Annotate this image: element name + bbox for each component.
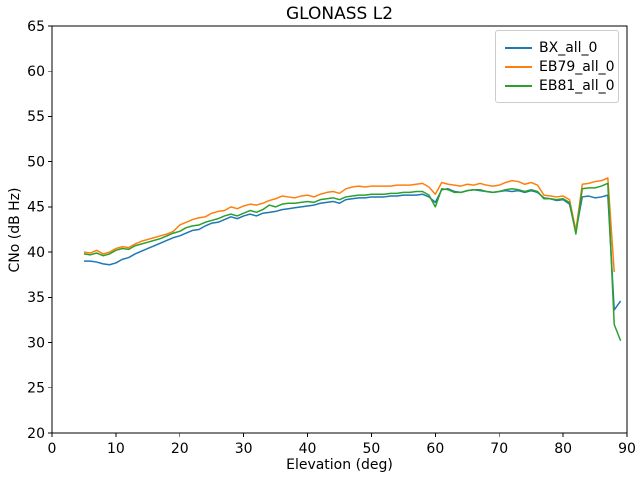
legend-line-swatch-icon [505,65,532,68]
x-tick-label: 0 [48,441,57,457]
y-tick-label: 55 [27,109,45,125]
x-tick-label: 30 [235,441,253,457]
legend-line-swatch-icon [505,84,532,87]
legend-item: EB81_all_0 [505,76,615,95]
axes-frame [51,25,628,434]
chart-title: GLONASS L2 [285,4,394,24]
y-tick-label: 20 [27,426,45,442]
x-tick-label: 70 [490,441,508,457]
y-tick-label: 25 [27,381,45,397]
x-axis-label: Elevation (deg) [286,457,393,473]
y-axis-label: CNo (dB Hz) [7,187,23,273]
legend-label: BX_all_0 [539,39,598,56]
y-tick-label: 50 [27,154,45,170]
y-tick-label: 40 [27,245,45,261]
y-tick-label: 30 [27,335,45,351]
legend-line-swatch-icon [505,46,532,49]
y-tick-label: 45 [27,200,45,216]
legend-label: EB81_all_0 [539,77,615,94]
series-line-BX_all_0 [83,188,622,311]
y-tick-label: 35 [27,290,45,306]
legend: BX_all_0 EB79_all_0 EB81_all_0 [495,30,619,103]
x-tick-label: 90 [618,441,636,457]
legend-label: EB79_all_0 [539,58,615,75]
y-tick-label: 65 [27,19,45,35]
x-tick-label: 40 [299,441,317,457]
legend-item: BX_all_0 [505,38,609,57]
series-line-EB79_all_0 [83,177,615,273]
y-tick-label: 60 [27,64,45,80]
legend-item: EB79_all_0 [505,57,615,76]
series-line-EB81_all_0 [83,182,622,342]
x-tick-label: 60 [426,441,444,457]
x-tick-label: 80 [554,441,572,457]
x-tick-label: 20 [171,441,189,457]
x-tick-label: 10 [107,441,125,457]
x-tick-label: 50 [363,441,381,457]
